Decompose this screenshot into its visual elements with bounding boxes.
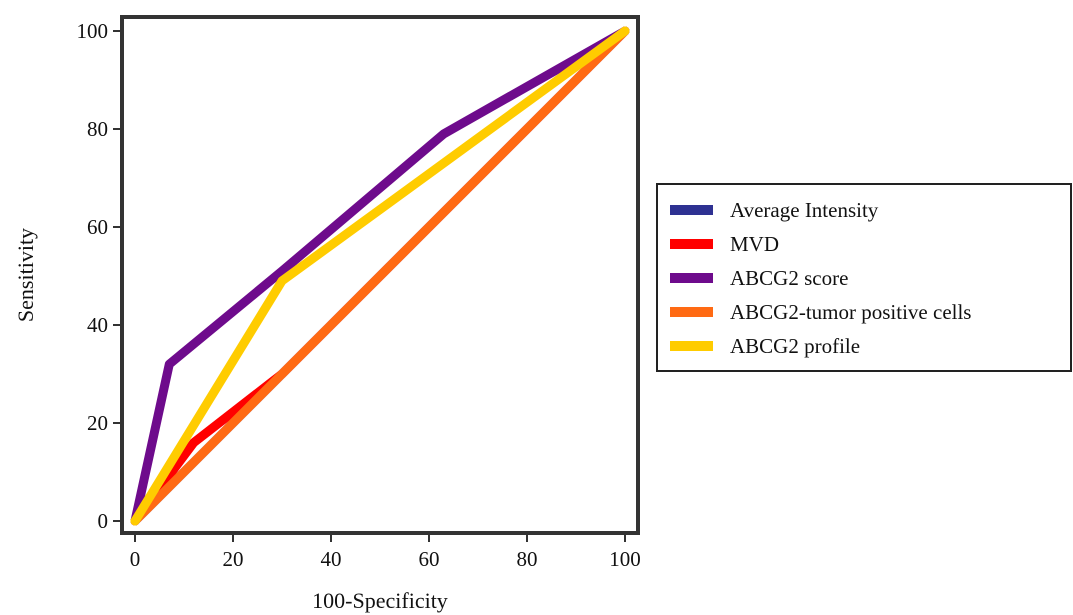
legend-label-3: ABCG2 score: [730, 266, 848, 290]
x-tick-label: 60: [419, 547, 440, 571]
y-tick-label: 20: [87, 411, 108, 435]
legend-swatch-3: [670, 273, 713, 283]
x-axis-ticks: 0 20 40 60 80 100: [130, 533, 641, 571]
x-tick-label: 80: [517, 547, 538, 571]
y-axis-title: Sensitivity: [13, 228, 38, 322]
x-tick-label: 100: [609, 547, 641, 571]
x-tick-label: 20: [223, 547, 244, 571]
y-tick-label: 100: [77, 19, 109, 43]
legend: Average Intensity MVD ABCG2 score ABCG2-tum…: [656, 183, 1072, 372]
y-tick-label: 40: [87, 313, 108, 337]
y-axis-ticks: 0 20 40 60 80 100: [77, 19, 122, 533]
x-tick-label: 0: [130, 547, 141, 571]
legend-swatch-2: [670, 239, 713, 249]
legend-label-2: MVD: [730, 232, 779, 256]
x-axis-title: 100-Specificity: [312, 588, 448, 613]
legend-box: [656, 183, 1072, 372]
series-line-3: [130, 26, 630, 526]
legend-swatch-5: [670, 341, 713, 351]
legend-label-1: Average Intensity: [730, 198, 879, 222]
y-tick-label: 80: [87, 117, 108, 141]
plot-lines: [130, 26, 630, 526]
legend-swatch-1: [670, 205, 713, 215]
series-line-4: [130, 26, 630, 526]
x-tick-label: 40: [321, 547, 342, 571]
legend-label-4: ABCG2-tumor positive cells: [730, 300, 971, 324]
y-tick-label: 0: [98, 509, 109, 533]
plot-frame: [120, 15, 640, 535]
y-tick-label: 60: [87, 215, 108, 239]
legend-swatch-4: [670, 307, 713, 317]
legend-label-5: ABCG2 profile: [730, 334, 860, 358]
series-line-5: [130, 26, 630, 526]
